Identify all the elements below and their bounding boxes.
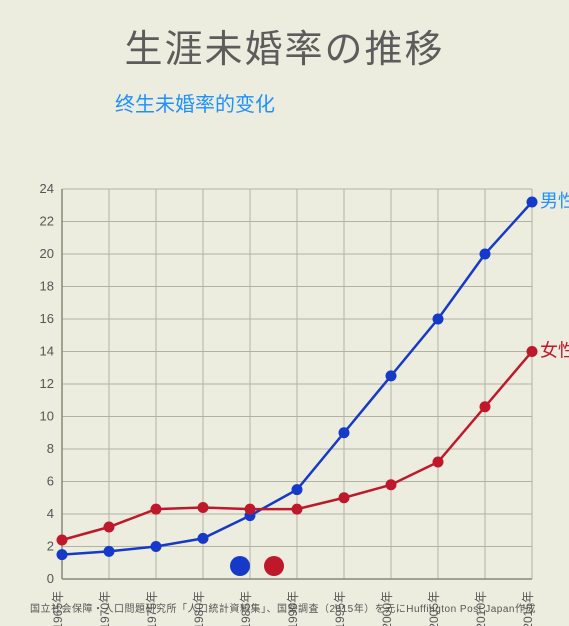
series-marker-female bbox=[104, 522, 115, 533]
series-marker-male bbox=[527, 197, 538, 208]
legend-dot-male bbox=[230, 556, 250, 576]
y-tick-label: 14 bbox=[40, 344, 54, 359]
y-tick-label: 8 bbox=[47, 441, 54, 456]
series-marker-male bbox=[57, 549, 68, 560]
series-marker-male bbox=[339, 427, 350, 438]
series-marker-female bbox=[292, 504, 303, 515]
chart: 0246810121416182022241965年1970年1975年1980… bbox=[0, 73, 569, 626]
series-marker-female bbox=[57, 535, 68, 546]
legend bbox=[230, 556, 284, 576]
y-tick-label: 2 bbox=[47, 539, 54, 554]
source-note: 国立社会保障・人口問題研究所「人口統計資料集」、国勢調査（2015年）を元にHu… bbox=[30, 600, 536, 615]
y-tick-label: 20 bbox=[40, 246, 54, 261]
y-tick-label: 0 bbox=[47, 571, 54, 586]
series-marker-female bbox=[527, 346, 538, 357]
series-marker-male bbox=[104, 546, 115, 557]
series-marker-female bbox=[386, 479, 397, 490]
series-label-female: 女性 bbox=[540, 341, 569, 361]
series-marker-female bbox=[198, 502, 209, 513]
y-tick-label: 4 bbox=[47, 506, 54, 521]
series-marker-male bbox=[386, 370, 397, 381]
series-marker-female bbox=[151, 504, 162, 515]
y-tick-label: 12 bbox=[40, 376, 54, 391]
y-tick-label: 22 bbox=[40, 214, 54, 229]
y-tick-label: 16 bbox=[40, 311, 54, 326]
series-marker-female bbox=[339, 492, 350, 503]
series-marker-female bbox=[433, 457, 444, 468]
y-tick-label: 18 bbox=[40, 279, 54, 294]
series-marker-male bbox=[198, 533, 209, 544]
series-marker-male bbox=[480, 249, 491, 260]
series-marker-male bbox=[433, 314, 444, 325]
y-tick-label: 6 bbox=[47, 474, 54, 489]
series-marker-male bbox=[151, 541, 162, 552]
series-label-male: 男性 bbox=[540, 191, 569, 211]
series-marker-male bbox=[292, 484, 303, 495]
legend-dot-female bbox=[264, 556, 284, 576]
y-tick-label: 24 bbox=[40, 181, 54, 196]
series-marker-female bbox=[480, 401, 491, 412]
y-tick-label: 10 bbox=[40, 409, 54, 424]
series-marker-female bbox=[245, 504, 256, 515]
page-title: 生涯未婚率の推移 bbox=[0, 0, 569, 73]
